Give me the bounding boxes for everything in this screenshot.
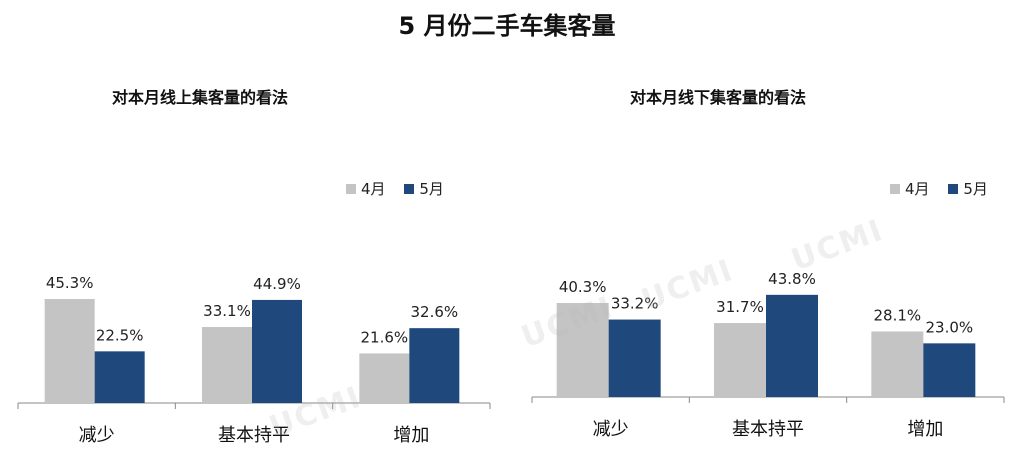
data-label-apr: 21.6%	[361, 328, 409, 346]
chart-offline: 对本月线下集客量的看法 4月 5月 40.3% 33.2% 减少 31.7% 43.8%…	[507, 0, 1014, 455]
bar-apr	[871, 331, 924, 397]
legend-item-may: 5月	[404, 178, 444, 199]
bar-may	[766, 294, 818, 397]
bar-may	[94, 351, 145, 403]
legend-label-apr: 4月	[361, 180, 386, 198]
legend-swatch-may	[404, 183, 415, 194]
data-label-may: 33.2%	[611, 295, 659, 313]
data-label-may: 32.6%	[411, 303, 459, 321]
bar-apr	[202, 327, 252, 403]
data-label-apr: 31.7%	[716, 298, 764, 316]
legend-swatch-apr	[346, 183, 356, 194]
data-label-apr: 40.3%	[559, 278, 607, 296]
legend-item-apr: 4月	[890, 178, 930, 199]
data-label-may: 22.5%	[96, 326, 144, 344]
category-label: 基本持平	[218, 425, 290, 446]
bar-apr	[359, 353, 410, 403]
category-label: 增加	[393, 425, 429, 446]
category-label: 减少	[79, 425, 115, 446]
bar-may	[252, 299, 302, 403]
data-label-apr: 28.1%	[874, 306, 922, 324]
bar-apr	[556, 303, 609, 397]
legend-item-may: 5月	[948, 178, 988, 199]
bar-may	[923, 343, 976, 397]
chart-title: 对本月线上集客量的看法	[112, 88, 289, 107]
data-label-apr: 33.1%	[203, 302, 251, 320]
bar-apr	[714, 323, 766, 397]
legend-swatch-apr	[890, 183, 900, 194]
category-label: 增加	[907, 419, 943, 440]
main-title: 5 月份二手车集客量	[398, 12, 616, 40]
data-label-may: 23.0%	[926, 318, 974, 336]
chart-svg: 40.3%33.2% 减少 31.7%43.8% 基本持平 28.1%23.0% 增加	[531, 270, 1005, 440]
legend-item-apr: 4月	[346, 178, 386, 199]
legend-label-may: 5月	[419, 180, 444, 198]
chart-svg: 45.3% 22.5% 减少 33.1%44.9% 基本持平 21.6%32.6% 增加	[17, 274, 491, 446]
legend-label-apr: 4月	[905, 180, 930, 198]
data-label-apr: 45.3%	[46, 274, 94, 292]
legend: 4月 5月	[346, 178, 458, 199]
category-label: 基本持平	[732, 419, 804, 440]
chart-title: 对本月线下集客量的看法	[630, 88, 807, 107]
data-label-may: 43.8%	[768, 270, 816, 288]
bar-may	[409, 328, 460, 403]
bar-may	[608, 319, 661, 397]
data-label-may: 44.9%	[253, 275, 301, 293]
legend-swatch-may	[948, 183, 959, 194]
category-label: 减少	[593, 419, 629, 440]
legend: 4月 5月	[890, 178, 1002, 199]
legend-label-may: 5月	[963, 180, 988, 198]
bar-apr	[44, 299, 95, 403]
chart-online: 对本月线上集客量的看法 4月 5月 45.3% 22.5% 减少 33.1% 44.9%…	[17, 88, 491, 446]
